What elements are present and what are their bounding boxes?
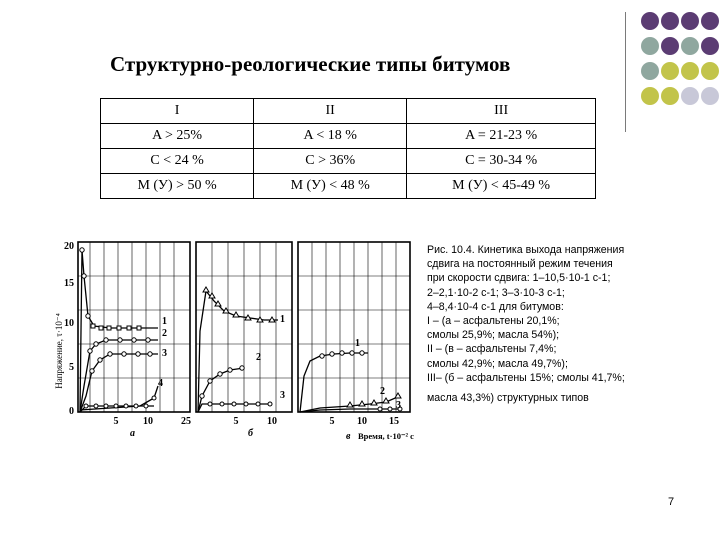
caption-line: масла 43,3%) структурных типов bbox=[427, 392, 589, 405]
caption-line: смолы 25,9%; масла 54%); bbox=[427, 329, 560, 342]
x-tick-label: 25 bbox=[181, 416, 191, 427]
page-number: 7 bbox=[668, 496, 675, 508]
table-cell: M (У) < 48 % bbox=[253, 173, 408, 199]
x-tick-label: 10 bbox=[357, 416, 367, 427]
curve-label: 3 bbox=[280, 390, 285, 401]
curve-label: 2 bbox=[162, 328, 167, 339]
table-cell: I bbox=[99, 98, 255, 124]
x-tick-label: 10 bbox=[267, 416, 277, 427]
y-tick-label: 10 bbox=[64, 318, 74, 329]
decor-dot bbox=[681, 37, 699, 55]
table-cell: A < 18 % bbox=[253, 123, 408, 149]
table-cell: M (У) < 45-49 % bbox=[406, 173, 596, 199]
x-tick-label: 5 bbox=[114, 416, 119, 427]
decor-dot bbox=[661, 62, 679, 80]
y-tick-label: 20 bbox=[64, 241, 74, 252]
curve-label: 4 bbox=[158, 378, 163, 389]
caption-line: смолы 42,9%; масла 49,7%); bbox=[427, 357, 568, 370]
decor-dot bbox=[681, 62, 699, 80]
figure-caption: Рис. 10.4. Кинетика выхода напряжения сд… bbox=[427, 243, 707, 405]
decor-dot bbox=[701, 12, 719, 30]
decor-dot bbox=[701, 37, 719, 55]
decor-dot bbox=[681, 12, 699, 30]
x-tick-label: 15 bbox=[389, 416, 399, 427]
decor-dot bbox=[641, 12, 659, 30]
panel-a-grid bbox=[77, 241, 191, 413]
panel-a-markers bbox=[79, 247, 157, 409]
caption-line: при скорости сдвига: 1–10,5·10-1 с-1; bbox=[427, 272, 611, 285]
slide-title: Структурно-реологические типы битумов bbox=[110, 52, 511, 76]
curve-label: 2 bbox=[380, 386, 385, 397]
curve-label: 2 bbox=[256, 352, 261, 363]
decor-dot bbox=[641, 62, 659, 80]
caption-line: 2–2,1·10-2 с-1; 3–3·10-3 с-1; bbox=[427, 286, 565, 299]
x-axis-label: Время, t·10⁻² с bbox=[358, 431, 414, 441]
curve-label: 1 bbox=[280, 314, 285, 325]
curve-c-3 bbox=[299, 408, 402, 413]
table-cell: A > 25% bbox=[99, 123, 255, 149]
table-row: A > 25% A < 18 % A = 21-23 % bbox=[99, 123, 596, 149]
panel-letter: а bbox=[130, 428, 135, 439]
panel-b-markers bbox=[199, 286, 276, 407]
x-tick-label: 5 bbox=[234, 416, 239, 427]
curve-a-1 bbox=[79, 249, 158, 413]
curve-label: 1 bbox=[355, 338, 360, 349]
decor-dot bbox=[661, 37, 679, 55]
table-cell: C < 24 % bbox=[99, 148, 255, 174]
y-tick-label: 0 bbox=[69, 406, 74, 417]
panel-c-markers bbox=[319, 350, 403, 412]
decor-dot bbox=[681, 87, 699, 105]
table-cell: III bbox=[406, 98, 596, 124]
table-cell: M (У) > 50 % bbox=[99, 173, 255, 199]
curve-label: 3 bbox=[396, 400, 401, 411]
decor-dot bbox=[641, 37, 659, 55]
table-cell: C > 36% bbox=[253, 148, 408, 174]
decor-dot bbox=[661, 87, 679, 105]
table-cell: C = 30-34 % bbox=[406, 148, 596, 174]
curve-b-1 bbox=[197, 289, 278, 413]
panel-a-curves bbox=[79, 249, 159, 413]
table-cell: II bbox=[253, 98, 408, 124]
panel-c-grid bbox=[297, 241, 411, 413]
table-row: M (У) > 50 % M (У) < 48 % M (У) < 45-49 … bbox=[99, 173, 596, 199]
y-axis-label: Напряжение, τ·10⁻⁴ bbox=[54, 313, 64, 389]
decor-dot bbox=[701, 62, 719, 80]
table-row: C < 24 % C > 36% C = 30-34 % bbox=[99, 148, 596, 174]
x-tick-label: 10 bbox=[143, 416, 153, 427]
panel-b-grid bbox=[195, 241, 293, 413]
table-cell: A = 21-23 % bbox=[406, 123, 596, 149]
curve-c-1 bbox=[299, 352, 368, 413]
caption-line: III– (б – асфальтены 15%; смолы 41,7%; bbox=[427, 371, 625, 384]
decor-dot bbox=[701, 87, 719, 105]
table-row: I II III bbox=[99, 98, 596, 124]
curve-label: 1 bbox=[162, 316, 167, 327]
y-tick-label: 5 bbox=[69, 362, 74, 373]
decor-divider-line bbox=[625, 12, 626, 132]
curve-label: 3 bbox=[162, 348, 167, 359]
bitumen-types-table: I II III A > 25% A < 18 % A = 21-23 % C … bbox=[99, 98, 596, 199]
decor-dot bbox=[661, 12, 679, 30]
decor-dot-grid bbox=[641, 12, 719, 105]
caption-line: Рис. 10.4. Кинетика выхода напряжения bbox=[427, 244, 625, 256]
curve-a-3 bbox=[79, 353, 158, 413]
panel-b-curves bbox=[197, 289, 278, 413]
caption-line: I – (а – асфальтены 20,1%; bbox=[427, 315, 560, 328]
panel-letter: в bbox=[346, 431, 351, 442]
panel-letter: б bbox=[248, 428, 254, 439]
decor-dot bbox=[641, 87, 659, 105]
x-tick-label: 5 bbox=[330, 416, 335, 427]
caption-line: сдвига на постоянный режим течения bbox=[427, 258, 613, 271]
caption-line: 4–8,4·10-4 с-1 для битумов: bbox=[427, 300, 564, 313]
stress-kinetics-figure: Напряжение, τ·10⁻⁴ 20 15 10 5 0 bbox=[54, 241, 414, 442]
caption-line: II – (в – асфальтены 7,4%; bbox=[427, 343, 557, 356]
y-tick-label: 15 bbox=[64, 278, 74, 289]
